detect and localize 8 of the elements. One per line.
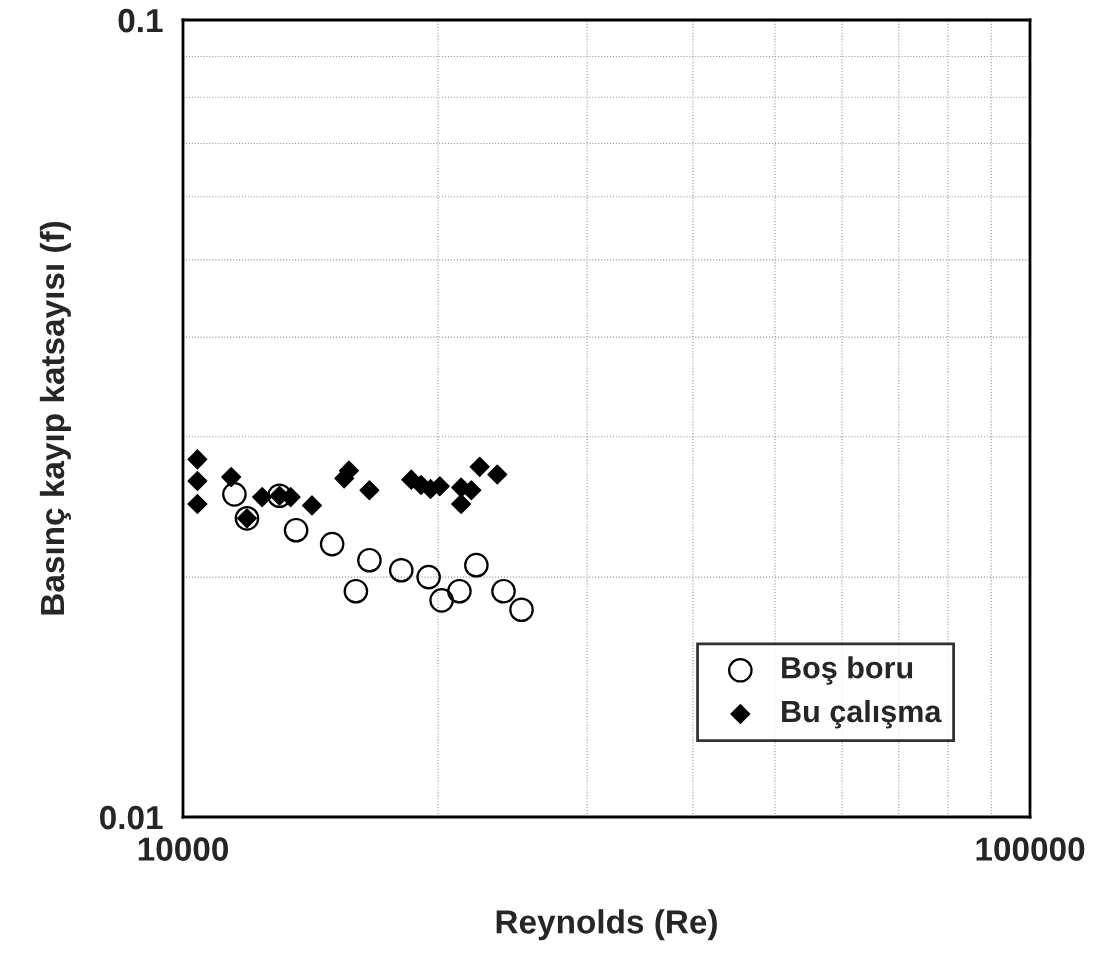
legend-label: Boş boru <box>782 656 913 685</box>
y-axis-title: Basınç kayıp katsayısı (f) <box>39 221 71 615</box>
y-tick-label: 0.1 <box>118 8 163 33</box>
x-tick-label: 10000 <box>138 837 228 861</box>
x-axis-title: Reynolds (Re) <box>496 909 717 941</box>
y-tick-label: 0.01 <box>100 805 163 830</box>
x-tick-label: 100000 <box>976 837 1085 861</box>
legend-label: Bu çalışma <box>782 699 942 729</box>
